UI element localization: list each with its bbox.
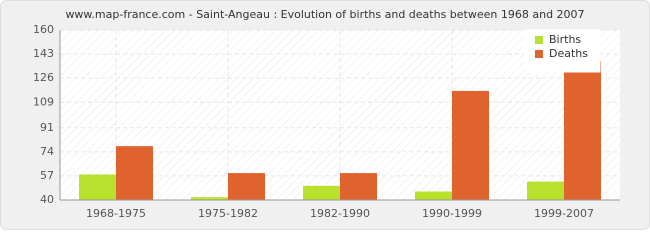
bar bbox=[340, 173, 377, 200]
x-tick-label: 1982-1990 bbox=[310, 207, 370, 220]
legend-swatch bbox=[535, 36, 543, 44]
legend-label: Births bbox=[549, 33, 581, 46]
y-tick-label: 74 bbox=[40, 145, 54, 158]
x-tick-label: 1968-1975 bbox=[86, 207, 146, 220]
bar bbox=[228, 173, 265, 200]
chart: www.map-france.com - Saint-Angeau : Evol… bbox=[0, 0, 650, 230]
y-tick-label: 91 bbox=[40, 121, 54, 134]
x-tick-label: 1990-1999 bbox=[422, 207, 482, 220]
x-tick-label: 1999-2007 bbox=[534, 207, 594, 220]
bar bbox=[527, 181, 564, 200]
y-tick-label: 143 bbox=[33, 47, 54, 60]
bar bbox=[303, 185, 340, 200]
y-tick-label: 126 bbox=[33, 71, 54, 84]
bar bbox=[415, 191, 452, 200]
y-tick-label: 40 bbox=[40, 193, 54, 206]
bar bbox=[116, 146, 153, 200]
x-tick-label: 1975-1982 bbox=[198, 207, 258, 220]
legend-swatch bbox=[535, 50, 543, 58]
legend-label: Deaths bbox=[549, 47, 588, 60]
bar bbox=[452, 90, 489, 200]
y-tick-label: 109 bbox=[33, 95, 54, 108]
bar bbox=[564, 61, 601, 200]
bar bbox=[79, 174, 116, 200]
chart-title: www.map-france.com - Saint-Angeau : Evol… bbox=[65, 8, 584, 21]
bar bbox=[191, 197, 228, 200]
y-tick-label: 160 bbox=[33, 23, 54, 36]
y-tick-label: 57 bbox=[40, 169, 54, 182]
